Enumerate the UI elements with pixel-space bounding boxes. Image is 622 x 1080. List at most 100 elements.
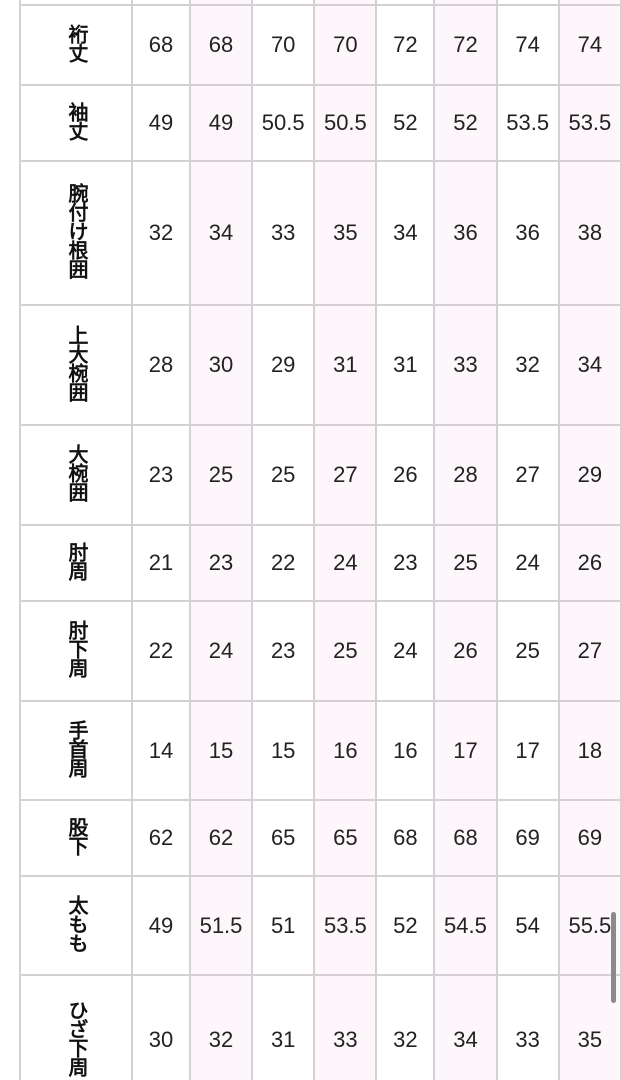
row-header: ひざ下周 — [19, 974, 133, 1080]
table-cell: 69 — [495, 799, 560, 877]
table-cell: 34 — [188, 160, 254, 306]
table-cell: 35 — [557, 974, 622, 1080]
table-cell: 31 — [251, 974, 316, 1080]
table-cell: 16 — [313, 700, 378, 801]
table-row: 太もも 49 51.5 51 53.5 52 54.5 54 55.5 — [19, 875, 622, 976]
table-cell — [495, 0, 560, 6]
table-cell: 24 — [375, 600, 436, 702]
row-header: 太もも — [19, 875, 133, 976]
table-cell: 26 — [375, 424, 436, 526]
row-header: 肘周 — [19, 524, 133, 602]
table-cell: 23 — [251, 600, 316, 702]
table-cell: 70 — [313, 4, 378, 86]
table-cell: 36 — [495, 160, 560, 306]
table-cell: 24 — [188, 600, 254, 702]
table-cell: 33 — [495, 974, 560, 1080]
table-cell: 25 — [313, 600, 378, 702]
table-cell: 34 — [433, 974, 498, 1080]
table-cell: 74 — [495, 4, 560, 86]
table-cell: 69 — [557, 799, 622, 877]
table-row: 肘下周 22 24 23 25 24 26 25 27 — [19, 600, 622, 702]
table-cell — [313, 0, 378, 6]
table-cell: 30 — [188, 304, 254, 426]
table-cell: 22 — [251, 524, 316, 602]
table-cell: 36 — [433, 160, 498, 306]
row-header: 股下 — [19, 799, 133, 877]
table-cell: 34 — [557, 304, 622, 426]
table-cell: 32 — [188, 974, 254, 1080]
table-cell: 16 — [375, 700, 436, 801]
table-cell: 72 — [433, 4, 498, 86]
row-header: 手首周 — [19, 700, 133, 801]
row-header: 肘下周 — [19, 600, 133, 702]
table-cell: 68 — [188, 4, 254, 86]
table-cell: 25 — [188, 424, 254, 526]
table-cell: 51.5 — [188, 875, 254, 976]
table-cell: 17 — [495, 700, 560, 801]
table-cell: 32 — [495, 304, 560, 426]
row-header: 上大椀囲 — [19, 304, 133, 426]
table-row: 股下 62 62 65 65 68 68 69 69 — [19, 799, 622, 877]
row-label: 大椀囲 — [65, 444, 87, 501]
table-cell: 70 — [251, 4, 316, 86]
size-chart-table: 裄丈 68 68 70 70 72 72 74 74 袖丈 49 49 50.5 50.5 52 52 53.5… — [19, 0, 622, 1080]
table-cell — [251, 0, 316, 6]
table-cell: 25 — [433, 524, 498, 602]
row-label: 肘周 — [65, 541, 87, 580]
table-cell: 27 — [557, 600, 622, 702]
table-cell: 65 — [313, 799, 378, 877]
table-cell: 26 — [557, 524, 622, 602]
table-cell: 54 — [495, 875, 560, 976]
row-label: 腕付け根囲 — [65, 183, 87, 278]
row-header: 裄丈 — [19, 4, 133, 86]
row-label: 袖丈 — [65, 101, 87, 140]
table-cell: 31 — [313, 304, 378, 426]
row-label: 手首周 — [65, 719, 87, 777]
row-header: 腕付け根囲 — [19, 160, 133, 306]
table-cell — [131, 0, 191, 6]
table-cell: 49 — [131, 875, 191, 976]
table-cell: 18 — [557, 700, 622, 801]
table-cell: 62 — [188, 799, 254, 877]
table-cell: 50.5 — [313, 84, 378, 162]
table-cell: 53.5 — [557, 84, 622, 162]
table-cell: 34 — [375, 160, 436, 306]
table-cell: 68 — [433, 799, 498, 877]
table-cell: 14 — [131, 700, 191, 801]
table-cell: 53.5 — [495, 84, 560, 162]
row-label: 股下 — [65, 816, 87, 855]
table-cell: 25 — [495, 600, 560, 702]
table-cell: 31 — [375, 304, 436, 426]
table-cell: 33 — [433, 304, 498, 426]
table-cell: 35 — [313, 160, 378, 306]
table-cell: 68 — [131, 4, 191, 86]
table-cell: 23 — [375, 524, 436, 602]
table-row: 腕付け根囲 32 34 33 35 34 36 36 38 — [19, 160, 622, 306]
table-cell: 25 — [251, 424, 316, 526]
table-row: 上大椀囲 28 30 29 31 31 33 32 34 — [19, 304, 622, 426]
table-cell: 32 — [131, 160, 191, 306]
table-cell: 28 — [433, 424, 498, 526]
table-cell: 24 — [495, 524, 560, 602]
table-cell: 27 — [313, 424, 378, 526]
table-cell: 50.5 — [251, 84, 316, 162]
table-cell: 27 — [495, 424, 560, 526]
table-cell: 23 — [131, 424, 191, 526]
table-cell: 49 — [188, 84, 254, 162]
table-cell: 28 — [131, 304, 191, 426]
row-label: 太もも — [65, 894, 87, 952]
table-cell: 15 — [251, 700, 316, 801]
scrollbar[interactable] — [611, 912, 616, 1003]
table-row: 手首周 14 15 15 16 16 17 17 18 — [19, 700, 622, 801]
row-header: 大椀囲 — [19, 424, 133, 526]
table-cell: 32 — [375, 974, 436, 1080]
table-row: 裄丈 68 68 70 70 72 72 74 74 — [19, 4, 622, 86]
table-cell: 23 — [188, 524, 254, 602]
table-cell: 15 — [188, 700, 254, 801]
table-cell: 24 — [313, 524, 378, 602]
table-cell: 51 — [251, 875, 316, 976]
table-row: 肘周 21 23 22 24 23 25 24 26 — [19, 524, 622, 602]
table-cell: 54.5 — [433, 875, 498, 976]
row-header: 袖丈 — [19, 84, 133, 162]
table-cell — [433, 0, 498, 6]
